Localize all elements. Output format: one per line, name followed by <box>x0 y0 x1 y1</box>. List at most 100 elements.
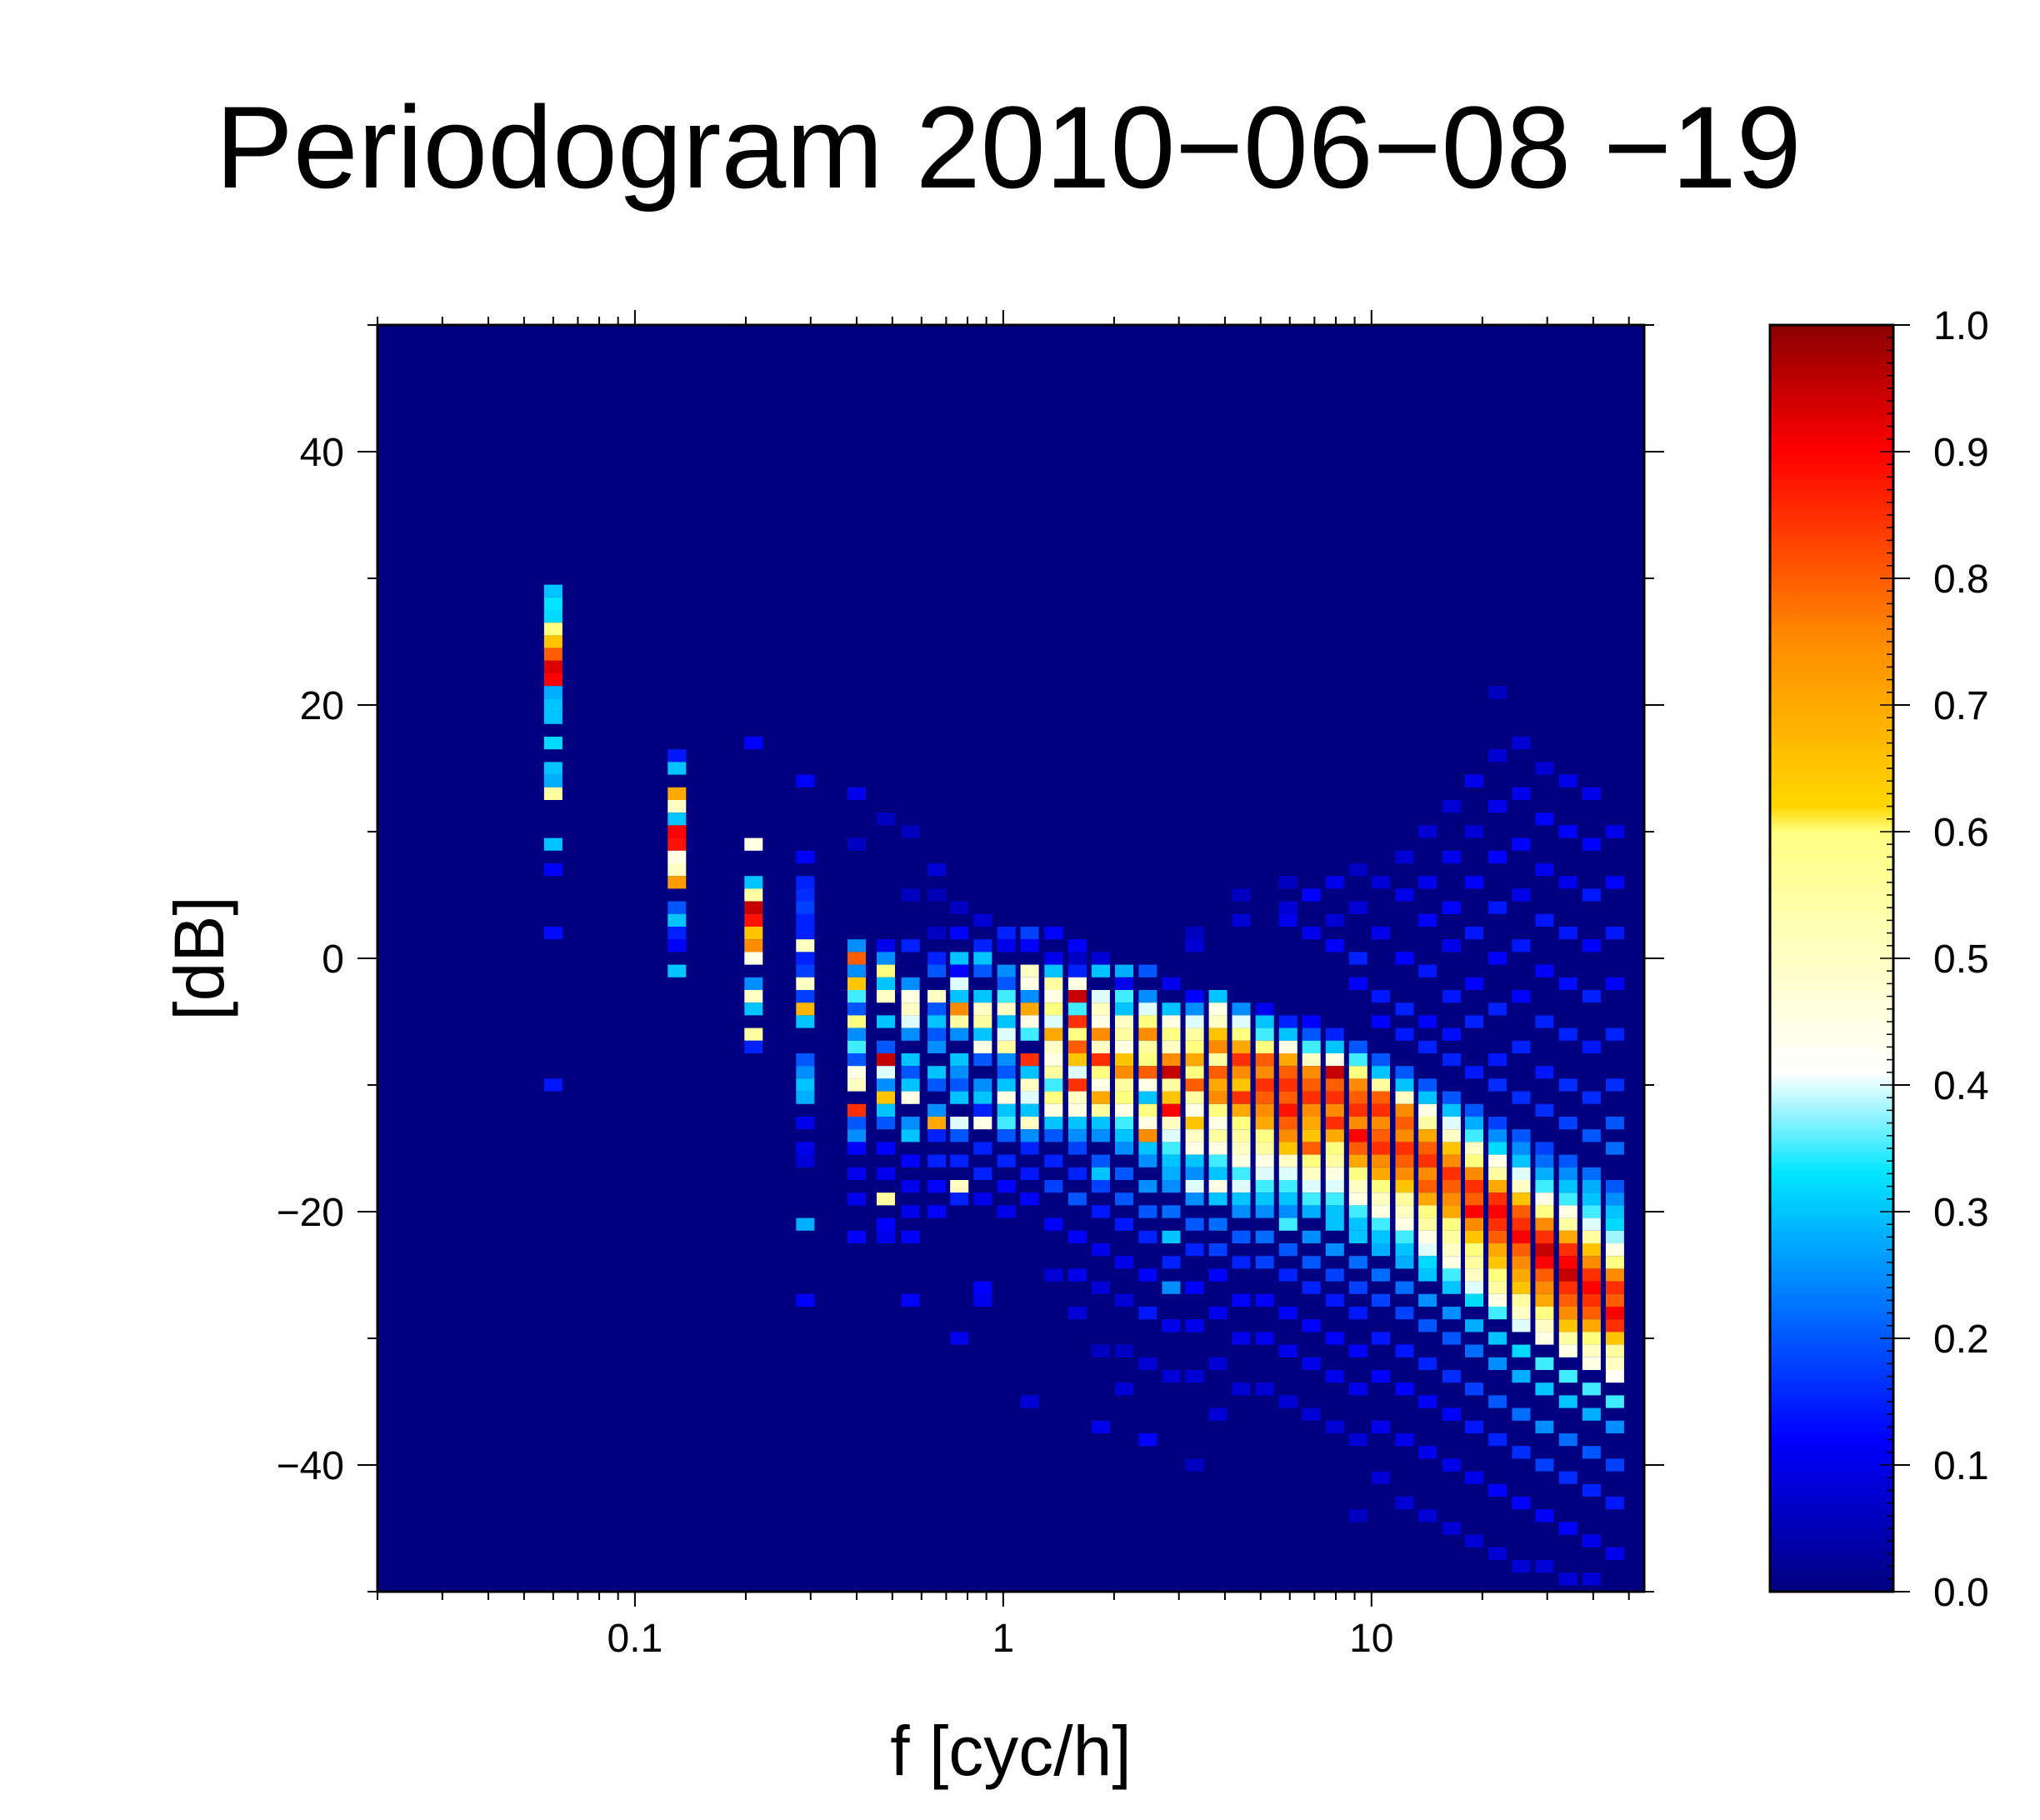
heatmap-cell <box>1232 1205 1251 1218</box>
x-tick-label: 1 <box>992 1617 1015 1661</box>
heatmap-cell <box>1465 876 1483 889</box>
heatmap-cell <box>1185 1103 1204 1117</box>
heatmap-cell <box>1488 1547 1508 1560</box>
heatmap-cell <box>1091 1053 1110 1067</box>
heatmap-cell <box>1488 1154 1508 1168</box>
heatmap-cell <box>1255 1040 1274 1053</box>
heatmap-cell <box>1208 1218 1228 1231</box>
heatmap-cell <box>1418 1040 1438 1053</box>
heatmap-cell <box>1372 1091 1390 1104</box>
heatmap-cell <box>1465 1382 1483 1396</box>
heatmap-cell <box>668 850 687 863</box>
heatmap-cell <box>1138 964 1158 978</box>
heatmap-cell <box>1255 1332 1274 1345</box>
heatmap-cell <box>1185 939 1204 952</box>
heatmap-cell <box>1302 1357 1321 1370</box>
heatmap-cell <box>1020 1103 1039 1117</box>
heatmap-cell <box>1020 1066 1039 1079</box>
heatmap-cell <box>1442 850 1461 863</box>
heatmap-cell <box>1418 1117 1438 1130</box>
heatmap-cell <box>1582 787 1601 800</box>
heatmap-cell <box>1558 1243 1578 1257</box>
heatmap-cell <box>848 964 866 978</box>
heatmap-cell <box>796 1117 815 1130</box>
heatmap-cell <box>1582 1293 1601 1307</box>
heatmap-cell <box>1115 1129 1133 1142</box>
heatmap-cell <box>1020 1053 1039 1067</box>
heatmap-cell <box>901 825 920 838</box>
heatmap-cell <box>1278 1154 1298 1168</box>
heatmap-cell <box>1091 1129 1110 1142</box>
heatmap-cell <box>997 939 1016 952</box>
heatmap-cell <box>1208 1040 1228 1053</box>
heatmap-cell <box>1068 1117 1087 1130</box>
heatmap-cell <box>1558 1395 1578 1408</box>
heatmap-cell <box>1535 1243 1554 1257</box>
heatmap-cell <box>1605 1395 1624 1408</box>
heatmap-cell <box>877 1103 895 1117</box>
heatmap-cell <box>848 1230 866 1243</box>
heatmap-cell <box>1558 1078 1578 1092</box>
heatmap-cell <box>1558 1572 1578 1586</box>
heatmap-cell <box>1278 1015 1298 1028</box>
heatmap-cell <box>1535 1066 1554 1079</box>
heatmap-cell <box>1115 1293 1133 1307</box>
heatmap-cell <box>928 1078 947 1092</box>
heatmap-cell <box>1418 1078 1438 1092</box>
heatmap-cell <box>1325 1420 1344 1433</box>
heatmap-cell <box>1138 1268 1158 1282</box>
heatmap-cell <box>950 1129 969 1142</box>
heatmap-cell <box>1208 1268 1228 1282</box>
heatmap-cell <box>543 1078 562 1092</box>
heatmap-cell <box>1512 838 1531 851</box>
heatmap-cell <box>1208 1154 1228 1168</box>
heatmap-cell <box>1512 1281 1531 1294</box>
heatmap-cell <box>1091 1040 1110 1053</box>
heatmap-cell <box>1465 1471 1483 1484</box>
heatmap-cell <box>1020 1129 1039 1142</box>
heatmap-cell <box>1535 1015 1554 1028</box>
heatmap-cell <box>1115 964 1133 978</box>
heatmap-cell <box>1138 1205 1158 1218</box>
heatmap-cell <box>1232 1053 1251 1067</box>
heatmap-cell <box>1068 952 1087 965</box>
heatmap-cell <box>1208 1028 1228 1041</box>
heatmap-cell <box>1582 1332 1601 1345</box>
heatmap-cell <box>1512 1243 1531 1257</box>
heatmap-cell <box>950 977 969 990</box>
heatmap-cell <box>1068 1091 1087 1104</box>
heatmap-cell <box>796 927 815 940</box>
heatmap-cell <box>950 952 969 965</box>
heatmap-cell <box>1185 1091 1204 1104</box>
heatmap-cell <box>543 660 562 673</box>
heatmap-cell <box>1302 1053 1321 1067</box>
heatmap-cell <box>1418 1192 1438 1206</box>
heatmap-cell <box>1418 1129 1438 1142</box>
heatmap-cell <box>1162 1180 1181 1193</box>
heatmap-cell <box>1395 1142 1414 1155</box>
heatmap-cell <box>1605 1028 1624 1041</box>
heatmap-cell <box>744 939 763 952</box>
heatmap-cell <box>1512 1129 1531 1142</box>
heatmap-cell <box>1255 1205 1274 1218</box>
heatmap-cell <box>1302 1281 1321 1294</box>
heatmap-cell <box>1348 1281 1368 1294</box>
heatmap-cell <box>1020 977 1039 990</box>
heatmap-cell <box>1348 1103 1368 1117</box>
heatmap-cell <box>1255 1117 1274 1130</box>
heatmap-cell <box>796 964 815 978</box>
heatmap-cell <box>877 812 895 826</box>
heatmap-cell <box>1488 1395 1508 1408</box>
heatmap-cell <box>1162 1117 1181 1130</box>
heatmap-cell <box>1232 888 1251 902</box>
heatmap-cell <box>1185 1243 1204 1257</box>
heatmap-cell <box>848 1167 866 1180</box>
heatmap-cell <box>1558 927 1578 940</box>
y-tick-label: 40 <box>300 431 344 475</box>
heatmap-cell <box>1115 1344 1133 1358</box>
heatmap-cell <box>1605 1344 1624 1358</box>
heatmap-cell <box>1512 1370 1531 1383</box>
heatmap-cell <box>973 1053 992 1067</box>
heatmap-cell <box>1278 1268 1298 1282</box>
colorbar-tick-label: 0.6 <box>1933 811 1989 855</box>
